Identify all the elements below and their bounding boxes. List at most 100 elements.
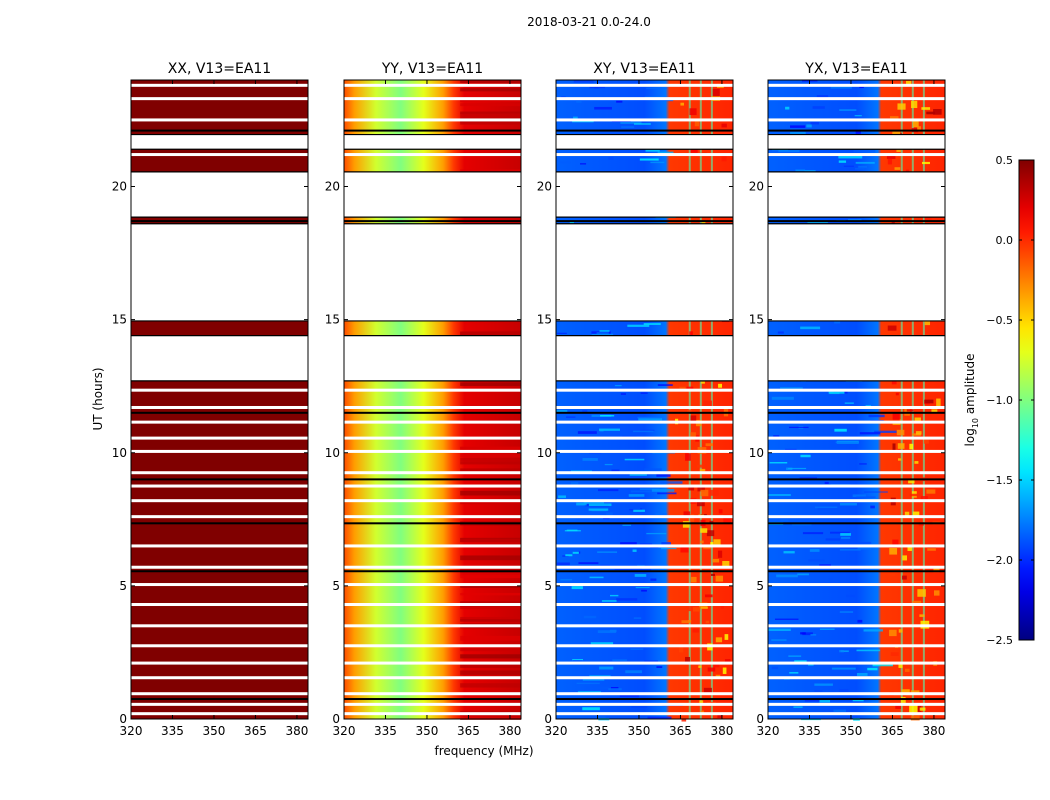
flag-row [768, 712, 945, 716]
panel-1: XX, V13=EA11 320 335 350 365 380 0 5 10 15 20 [112, 61, 309, 738]
hot-mark [890, 652, 899, 656]
flag-edge-row [556, 411, 733, 414]
hot-mark [897, 458, 902, 461]
noise-mark [577, 431, 597, 434]
noise-mark [806, 124, 812, 128]
noise-mark [859, 86, 864, 89]
flag-row [768, 702, 945, 706]
noise-mark [566, 416, 576, 418]
hot-mark [919, 614, 925, 617]
hot-mark [892, 443, 896, 452]
noise-mark [660, 481, 683, 484]
texture-row [460, 618, 521, 622]
hot-mark [698, 665, 702, 668]
noise-mark [790, 125, 806, 128]
x-tick-label: 320 [120, 724, 143, 738]
noise-mark [864, 491, 888, 493]
data-gap [768, 223, 945, 321]
texture-row [460, 714, 521, 717]
texture-row [460, 446, 521, 450]
flag-row [768, 499, 945, 503]
flag-edge-row [131, 129, 308, 132]
hot-mark [904, 511, 910, 518]
noise-mark [778, 149, 800, 153]
hot-mark [915, 431, 922, 435]
hot-mark [685, 656, 691, 663]
noise-mark [839, 503, 857, 506]
noise-mark [804, 699, 829, 702]
hot-mark [681, 718, 687, 722]
noise-mark [855, 161, 875, 164]
x-tick-label: 320 [333, 724, 356, 738]
hot-mark [933, 109, 942, 115]
noise-mark [556, 410, 568, 413]
noise-mark [606, 512, 613, 516]
flag-edge-row [556, 478, 733, 481]
x-tick-label: 335 [798, 724, 821, 738]
hot-mark [921, 107, 931, 110]
flag-edge-row [768, 698, 945, 701]
flag-row [768, 449, 945, 453]
y-tick-label: 15 [112, 313, 127, 327]
hot-mark [705, 620, 710, 624]
flag-row [768, 692, 945, 696]
texture-row [460, 606, 521, 610]
hot-mark [907, 545, 912, 551]
hot-mark [901, 689, 910, 694]
noise-mark [840, 537, 851, 539]
noise-mark [793, 706, 803, 708]
hot-mark [681, 620, 690, 624]
noise-mark [599, 430, 604, 432]
noise-mark [621, 126, 635, 128]
noise-mark [640, 392, 648, 394]
noise-mark [872, 664, 893, 667]
noise-mark [639, 158, 659, 161]
flag-edge-row [768, 129, 945, 132]
flag-row [556, 436, 733, 440]
x-tick-label: 350 [203, 724, 226, 738]
noise-mark [610, 594, 619, 597]
noise-mark [622, 435, 637, 438]
flag-row [131, 97, 308, 101]
flag-row [131, 388, 308, 392]
noise-mark [800, 326, 821, 330]
flag-row [131, 471, 308, 475]
hot-mark [909, 705, 918, 713]
x-tick-label: 335 [161, 724, 184, 738]
noise-mark [773, 435, 780, 438]
flag-row [131, 484, 308, 488]
flag-row [131, 449, 308, 453]
noise-mark [638, 418, 663, 421]
flag-row [344, 644, 521, 648]
noise-mark [633, 430, 654, 433]
flag-row [344, 565, 521, 569]
flag-row [131, 712, 308, 716]
flag-row [344, 676, 521, 680]
hot-mark [688, 603, 696, 612]
hot-mark [688, 485, 695, 491]
hot-mark [710, 573, 715, 576]
flag-edge-row [344, 698, 521, 701]
noise-mark [624, 458, 645, 461]
noise-mark [788, 655, 802, 657]
flag-row [131, 83, 308, 87]
data-gap [556, 171, 733, 218]
hot-mark [892, 539, 899, 546]
noise-mark [616, 100, 623, 103]
noise-mark [637, 416, 662, 419]
noise-mark [855, 130, 861, 134]
noise-mark [616, 598, 638, 601]
bright-column [699, 80, 702, 719]
hot-mark [705, 443, 713, 447]
noise-mark [831, 667, 856, 670]
flag-edge-row [768, 411, 945, 414]
hot-mark [933, 590, 940, 596]
noise-mark [586, 686, 609, 690]
noise-mark [598, 489, 619, 492]
noise-mark [853, 149, 876, 153]
noise-mark [599, 330, 610, 332]
noise-mark [620, 121, 642, 124]
noise-mark [589, 85, 606, 89]
